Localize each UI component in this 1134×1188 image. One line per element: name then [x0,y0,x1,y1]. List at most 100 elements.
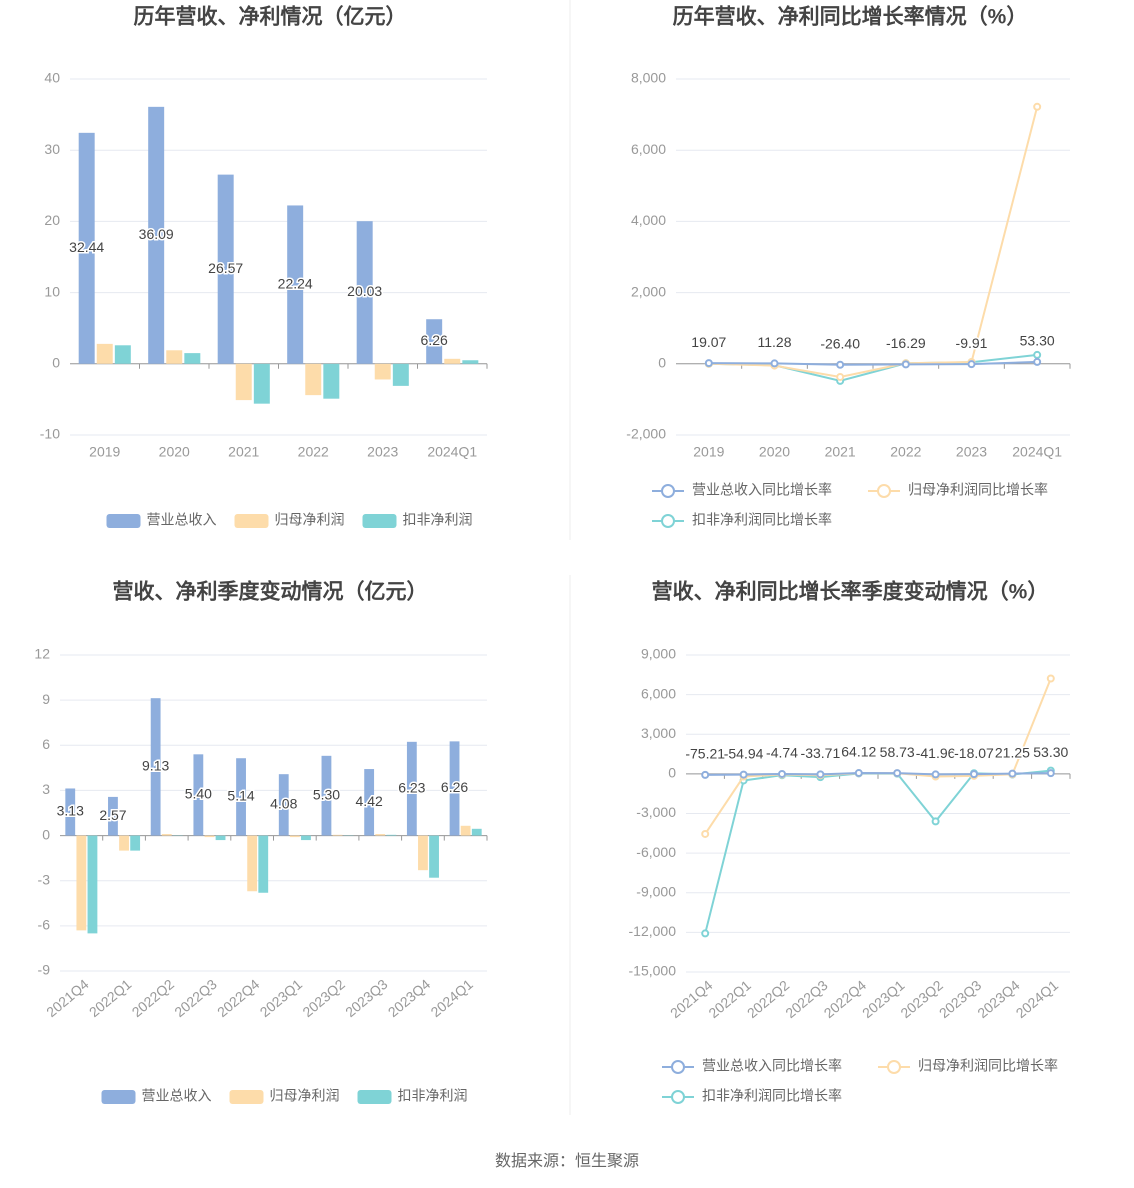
bar [449,741,460,836]
bar [114,345,131,364]
bar [150,698,161,836]
y-tick-label: 2,000 [631,283,666,299]
bar [321,755,332,836]
point [701,929,710,938]
chart-title: 营收、净利同比增长率季度变动情况（%） [652,580,1049,604]
data-label: -9.91 [956,335,988,351]
legend-item: 归母净利润 [229,1088,340,1104]
bar [258,835,269,893]
x-tick-label: 2022 [298,444,329,460]
bar [235,363,252,401]
x-tick-label: 2024Q1 [428,976,477,1020]
x-tick-label: 2024Q1 [427,444,477,460]
point [778,769,786,778]
x-tick-label: 2021Q4 [667,977,716,1021]
x-tick-label: 2023Q3 [342,976,391,1020]
bar [278,774,289,836]
x-tick-label: 2023Q2 [299,976,348,1020]
x-tick-label: 2019 [693,444,724,460]
y-tick-label: -3,000 [636,804,676,820]
y-tick-label: -6 [38,917,51,933]
data-label: 3.13 [57,803,84,819]
bar [215,835,226,841]
bar [247,835,258,892]
point [1033,357,1042,366]
legend-item: 营业总收入同比增长率 [662,1058,842,1074]
y-tick-label: 10 [44,283,60,299]
bar [375,834,386,836]
data-label: 19.07 [691,334,726,350]
legend-label: 归母净利润同比增长率 [918,1058,1058,1074]
legend-swatch [234,514,269,528]
x-tick-label: 2022Q4 [821,977,870,1021]
x-tick-label: 2024Q1 [1013,977,1062,1021]
legend-label: 扣非净利润同比增长率 [692,512,832,528]
bar [287,205,304,364]
y-tick-label: 12 [34,646,50,662]
bar [429,835,439,878]
y-tick-label: 8,000 [631,70,666,86]
line [708,106,1039,378]
y-tick-label: 6,000 [631,141,666,157]
legend-swatch [229,1090,264,1104]
y-tick-label: 3,000 [641,725,676,741]
bar [386,834,397,836]
legend-swatch [106,514,141,528]
legend-item: 扣非净利润同比增长率 [652,512,832,528]
bar [392,363,409,386]
data-label: -16.29 [886,335,926,351]
y-tick-label: -9 [38,962,51,978]
point [739,770,748,779]
bar [108,796,118,836]
data-label: 6.26 [441,779,468,795]
point [1008,769,1017,778]
x-tick-label: 2022Q1 [705,977,754,1021]
y-tick-label: 9,000 [641,646,676,662]
data-label: -26.40 [820,335,860,351]
bar [193,754,204,836]
y-tick-label: -12,000 [629,923,677,939]
point [701,829,710,838]
bar [65,788,76,836]
legend-label: 归母净利润同比增长率 [908,482,1048,498]
bar [471,828,482,836]
y-tick-label: 0 [42,826,50,842]
data-label: 6.23 [398,779,425,795]
x-tick-label: 2023Q4 [385,976,434,1020]
data-label: 11.28 [758,334,792,350]
point [854,769,863,778]
y-tick-label: 40 [44,70,60,86]
data-label: 36.09 [139,226,174,242]
data-label: -41.96 [916,745,956,761]
x-tick-label: 2023Q2 [897,977,946,1021]
data-label: 53.30 [1020,333,1055,349]
data-label: 64.12 [841,744,876,760]
data-label: 4.08 [270,796,297,812]
x-tick-label: 2021 [228,444,259,460]
y-tick-label: 6 [42,736,50,752]
bar [356,221,373,364]
point [1033,350,1042,359]
chart-title: 历年营收、净利情况（亿元） [134,5,407,29]
point [816,770,825,779]
data-label: 2.57 [99,807,126,823]
y-tick-label: 0 [658,355,666,371]
y-tick-label: 6,000 [641,685,676,701]
x-tick-label: 2023Q4 [974,977,1023,1021]
point [967,360,976,369]
bar [130,835,141,851]
data-label: 5.30 [313,786,340,802]
x-tick-label: 2022Q2 [129,976,178,1020]
data-label: -4.74 [766,745,798,761]
x-tick-label: 2020 [759,444,790,460]
y-tick-label: 30 [44,141,60,157]
legend-label: 扣非净利润 [403,512,473,528]
point [704,359,713,368]
line [705,772,1051,776]
x-tick-label: 2023Q3 [936,977,985,1021]
legend-item: 扣非净利润 [357,1088,468,1104]
bar [426,319,443,364]
data-label: 32.44 [69,239,104,255]
data-label: 26.57 [208,260,243,276]
